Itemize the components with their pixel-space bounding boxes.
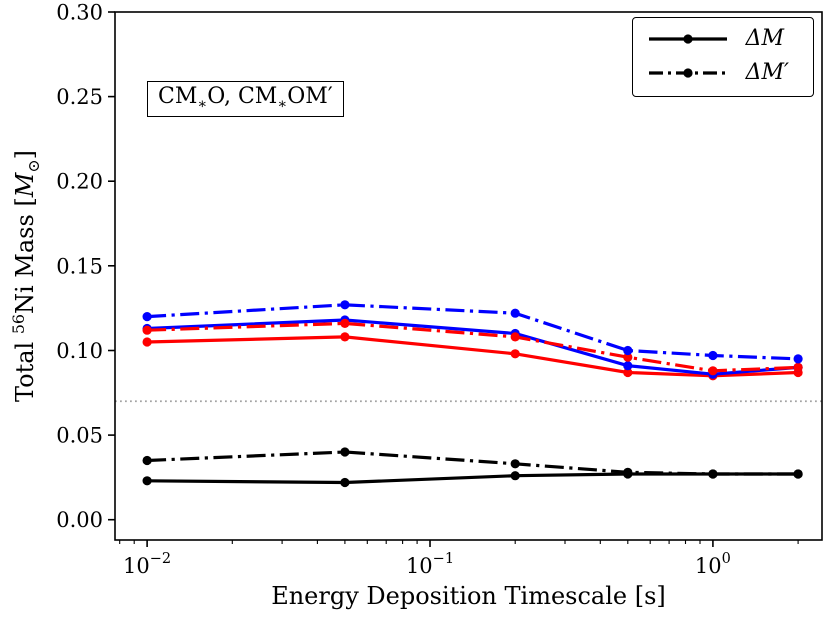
data-marker [340,300,350,310]
legend-entry-delta-m: ΔM [646,28,789,50]
y-tick-label: 0.20 [56,170,103,194]
y-axis-mass-symbol: M [11,172,40,198]
y-tick-label: 0.30 [56,1,103,25]
data-marker [793,469,803,479]
data-marker [142,325,152,335]
data-marker [142,455,152,466]
data-marker [510,459,520,469]
y-axis-label-text: Total [11,334,40,403]
y-axis-label-text: ] [11,149,40,160]
legend-dashdot-line-icon [648,68,727,78]
data-marker [623,467,633,477]
y-axis-solar-subscript: ⊙ [23,159,43,173]
data-marker [623,352,633,362]
data-marker [142,476,152,486]
series-red-dashdot [142,318,803,376]
annotation-sub-1: ∗ [197,96,208,113]
series-blue-solid [142,315,803,379]
legend-label-delta-m: ΔM [745,26,784,51]
data-marker [793,354,803,364]
legend-solid-line-icon [648,34,727,44]
x-axis-label: Energy Deposition Timescale [s] [271,582,666,610]
annotation-text: O, CM [207,84,278,109]
data-marker [340,318,350,328]
x-tick-label: 100 [695,551,731,578]
legend: ΔM ΔM′ [631,17,814,97]
series-black-solid [142,469,803,488]
data-marker [708,350,718,361]
y-axis-label: Total 56Ni Mass [M⊙] [9,150,43,402]
y-tick-label: 0.10 [56,339,103,363]
data-marker [623,361,633,371]
data-marker [142,337,152,347]
annotation-sub-2: ∗ [277,96,288,113]
series-blue-dashdot [142,300,803,364]
data-marker [510,332,520,342]
data-marker [510,471,520,481]
annotation-text: CM [158,84,198,109]
data-marker [793,362,803,372]
y-tick-label: 0.05 [56,424,103,448]
data-marker [340,447,350,457]
y-axis-isotope-superscript: 56 [9,314,29,335]
x-tick-label: 10−1 [406,551,454,578]
series-black-dashdot [142,447,803,479]
data-marker [340,477,350,488]
y-axis-label-text: Ni Mass [ [11,197,40,315]
y-tick-label: 0.25 [56,85,103,109]
data-marker [510,308,520,318]
annotation-text: OM′ [287,84,333,109]
x-tick-label: 10−2 [123,551,171,578]
data-marker [142,312,152,322]
y-tick-label: 0.00 [56,508,103,532]
annotation-box: CM∗O, CM∗OM′ [147,81,344,118]
data-marker [708,469,718,479]
data-marker [708,366,718,376]
y-tick-label: 0.15 [56,254,103,278]
data-marker [623,345,633,356]
axes-frame [114,11,823,541]
legend-entry-delta-m-prime: ΔM′ [646,62,789,84]
data-marker [623,367,633,378]
data-marker [340,332,350,342]
legend-label-delta-m-prime: ΔM′ [745,60,789,85]
data-marker [510,349,520,359]
